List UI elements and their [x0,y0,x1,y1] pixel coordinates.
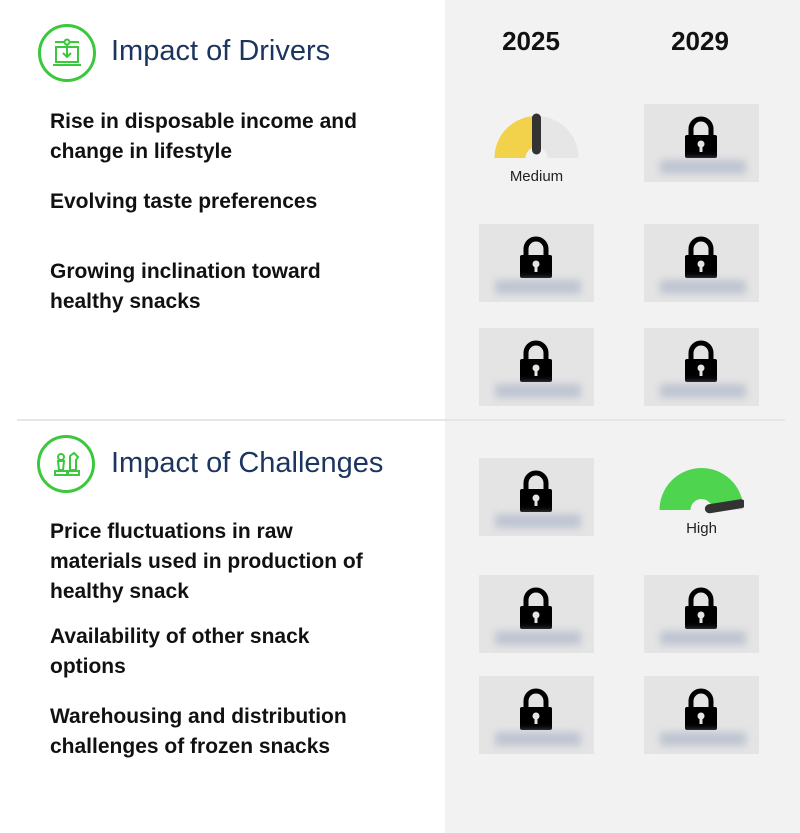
laptop-circuit-icon [38,24,96,82]
challenges-title: Impact of Challenges [111,447,384,479]
impact-gauge-medium: Medium [479,112,594,192]
lock-icon [520,470,552,512]
impact-gauge-high: High [644,464,759,544]
locked-cell[interactable] [644,676,759,754]
blurred-preview [495,384,581,398]
lock-icon [685,340,717,382]
gauge-fill [659,467,743,510]
blurred-preview [660,384,746,398]
driver-item: Evolving taste preferences [50,190,318,213]
gauge-label: Medium [509,168,564,185]
lock-icon [685,116,717,158]
driver-item: Growing inclination toward healthy snack… [50,260,321,313]
blurred-preview [495,514,581,528]
lock-icon [685,587,717,629]
locked-cell[interactable] [479,224,594,302]
lock-icon [685,236,717,278]
section-divider [17,419,785,421]
blurred-preview [495,280,581,294]
locked-cell[interactable] [644,575,759,653]
locked-cell[interactable] [479,328,594,406]
gauge-fill [494,116,537,158]
locked-cell[interactable] [479,575,594,653]
locked-cell[interactable] [479,676,594,754]
year-header-2029: 2029 [671,26,729,56]
drivers-title: Impact of Drivers [111,35,331,67]
blurred-preview [660,631,746,645]
locked-cell[interactable] [644,104,759,182]
lock-icon [685,688,717,730]
blurred-preview [495,631,581,645]
challenge-item: Price fluctuations in raw materials used… [50,520,363,603]
lock-icon [520,587,552,629]
blurred-preview [660,280,746,294]
lock-icon [520,688,552,730]
challenge-item: Availability of other snack options [50,625,310,678]
locked-cell[interactable] [644,224,759,302]
gauge-needle [704,499,744,514]
locked-cell[interactable] [479,458,594,536]
gauge-label: High [686,520,717,537]
chess-pieces-icon [37,435,95,493]
gauge-track [536,116,579,158]
blurred-preview [660,160,746,174]
driver-item: Rise in disposable income and change in … [50,110,357,163]
blurred-preview [495,732,581,746]
lock-icon [520,340,552,382]
challenge-item: Warehousing and distribution challenges … [50,705,347,758]
blurred-preview [660,732,746,746]
lock-icon [520,236,552,278]
year-header-2025: 2025 [502,26,560,56]
locked-cell[interactable] [644,328,759,406]
